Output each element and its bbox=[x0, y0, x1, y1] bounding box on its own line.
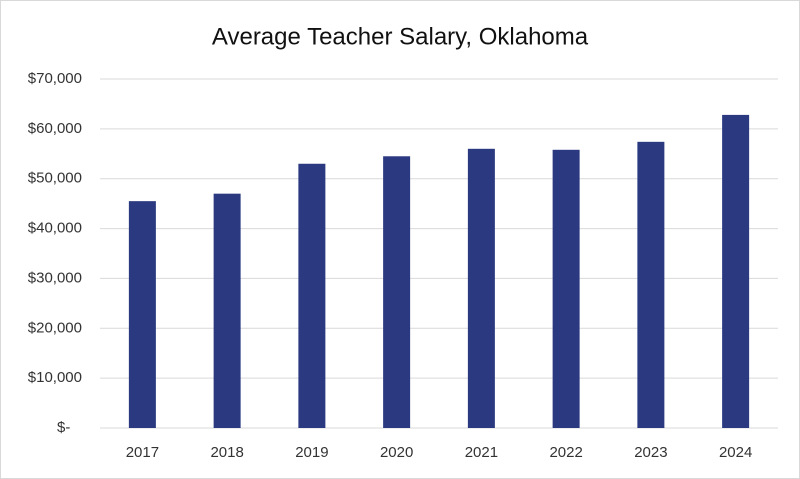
x-tick-label: 2020 bbox=[380, 444, 413, 461]
x-tick-label: 2018 bbox=[210, 444, 243, 461]
x-tick-label: 2021 bbox=[465, 444, 498, 461]
bar bbox=[383, 156, 411, 428]
y-tick-label: $40,000 bbox=[28, 220, 82, 237]
bar bbox=[213, 193, 241, 428]
chart-title: Average Teacher Salary, Oklahoma bbox=[212, 23, 589, 50]
bar bbox=[467, 148, 495, 429]
x-tick-label: 2022 bbox=[549, 444, 582, 461]
bar bbox=[552, 149, 580, 428]
y-tick-label: $20,000 bbox=[28, 319, 82, 336]
y-tick-label: $60,000 bbox=[28, 120, 82, 137]
bar bbox=[298, 163, 326, 428]
bar bbox=[722, 114, 750, 428]
x-tick-label: 2017 bbox=[126, 444, 159, 461]
x-tick-label: 2019 bbox=[295, 444, 328, 461]
x-tick-label: 2024 bbox=[719, 444, 752, 461]
y-tick-label: $- bbox=[57, 419, 70, 436]
y-tick-label: $30,000 bbox=[28, 269, 82, 286]
y-tick-label: $50,000 bbox=[28, 170, 82, 187]
y-tick-label: $10,000 bbox=[28, 369, 82, 386]
bar bbox=[128, 201, 156, 428]
x-tick-label: 2023 bbox=[634, 444, 667, 461]
bar bbox=[637, 141, 665, 428]
y-tick-label: $70,000 bbox=[28, 70, 82, 87]
